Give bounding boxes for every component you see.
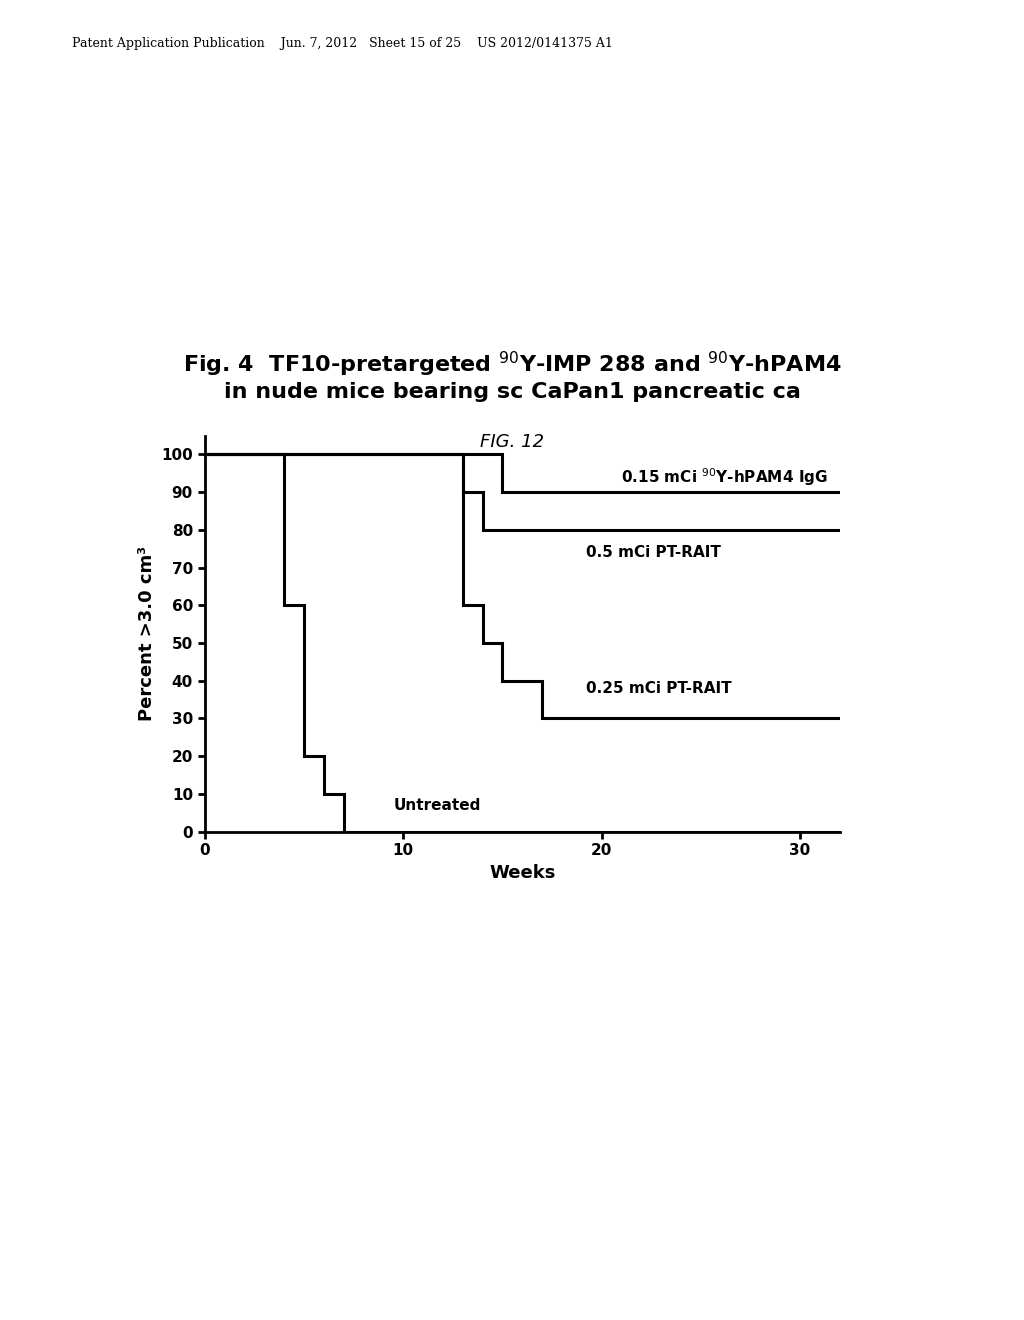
Y-axis label: Percent >3.0 cm³: Percent >3.0 cm³ bbox=[137, 546, 156, 721]
Text: Untreated: Untreated bbox=[393, 797, 480, 813]
Text: FIG. 12: FIG. 12 bbox=[480, 433, 544, 451]
Text: 0.15 mCi $^{90}$Y-hPAM4 IgG: 0.15 mCi $^{90}$Y-hPAM4 IgG bbox=[622, 466, 828, 488]
X-axis label: Weeks: Weeks bbox=[489, 865, 555, 882]
Text: Fig. 4  TF10-pretargeted $^{90}$Y-IMP 288 and $^{90}$Y-hPAM4
in nude mice bearin: Fig. 4 TF10-pretargeted $^{90}$Y-IMP 288… bbox=[182, 350, 842, 403]
Text: 0.5 mCi PT-RAIT: 0.5 mCi PT-RAIT bbox=[586, 545, 721, 560]
Text: Patent Application Publication    Jun. 7, 2012   Sheet 15 of 25    US 2012/01413: Patent Application Publication Jun. 7, 2… bbox=[72, 37, 612, 50]
Text: 0.25 mCi PT-RAIT: 0.25 mCi PT-RAIT bbox=[586, 681, 731, 696]
